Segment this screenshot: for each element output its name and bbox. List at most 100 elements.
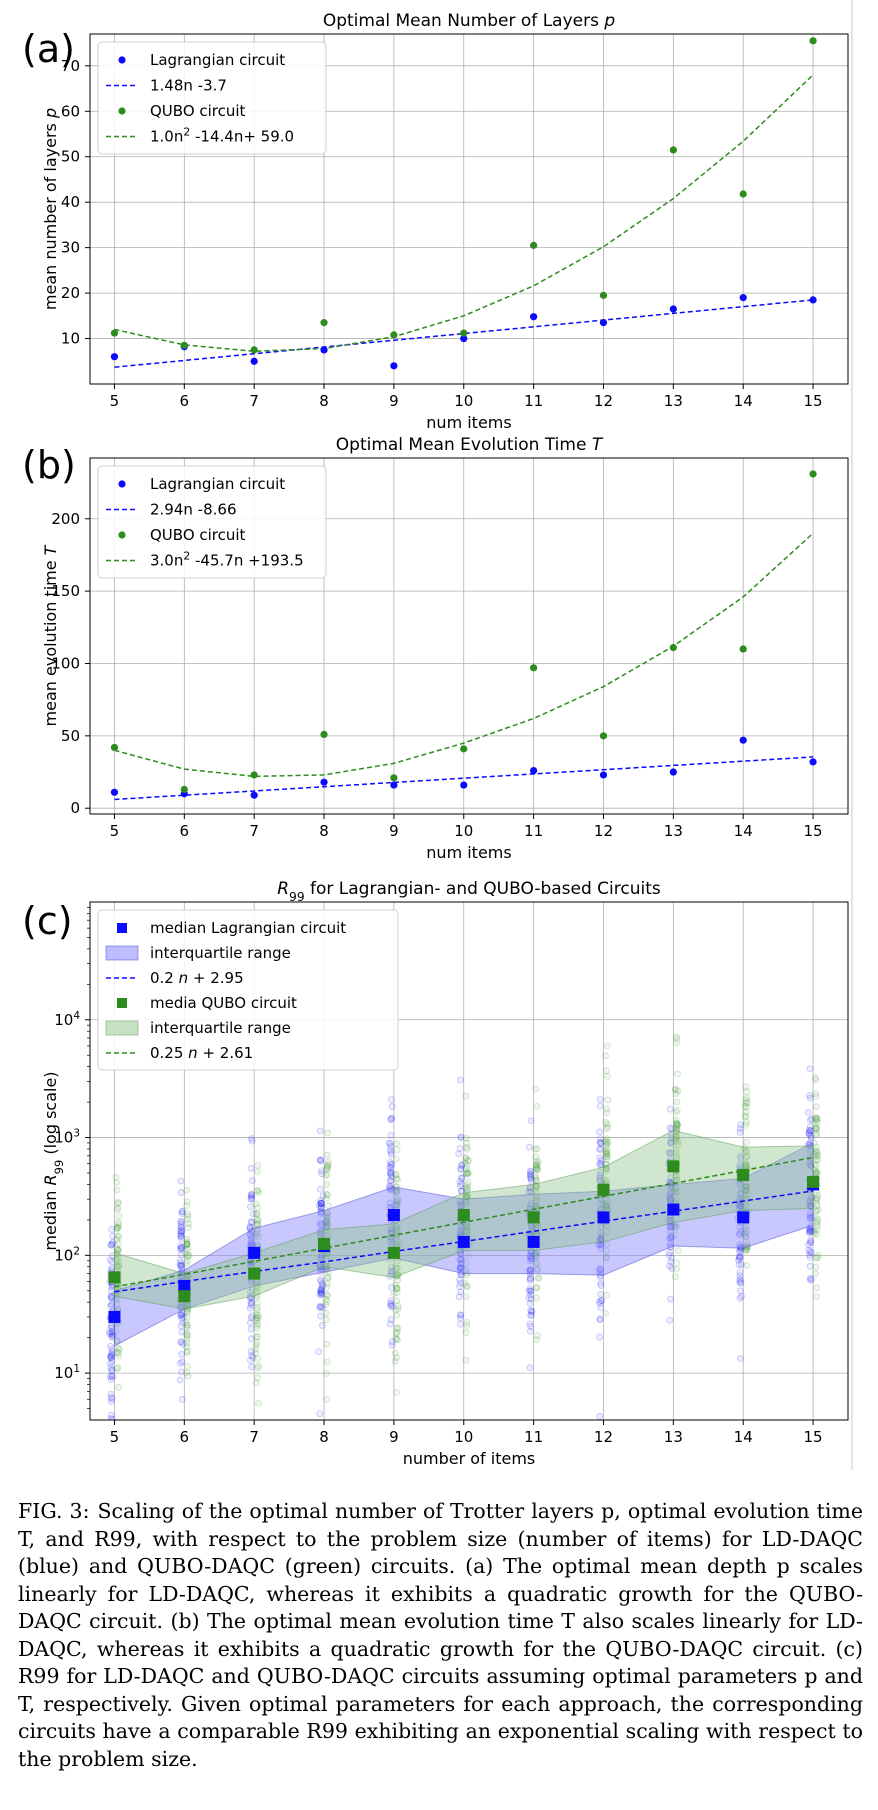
median-square-blue [457,1235,470,1248]
sample-point [113,1232,121,1240]
sample-point [598,1297,606,1304]
sample-point [247,1192,255,1200]
sample-point [601,1200,609,1207]
sample-point [604,1072,611,1080]
sample-point [463,1321,471,1329]
sample-point [323,1209,331,1217]
sample-point [596,1272,604,1280]
sample-point [178,1210,186,1218]
sample-point [462,1228,470,1236]
data-point-blue [809,758,817,766]
sample-point [316,1410,324,1418]
sample-point [532,1163,540,1171]
sample-point [463,1139,471,1147]
sample-point [107,1364,115,1372]
sample-point [113,1262,121,1270]
sample-point [807,1238,815,1246]
sample-point [178,1208,186,1216]
sample-point [106,1373,114,1381]
sample-point [602,1150,610,1157]
sample-point [248,1193,256,1201]
x-tick-label: 14 [734,822,753,840]
sample-point [387,1171,395,1178]
sample-point [673,1120,680,1128]
sample-point [597,1229,605,1236]
sample-point [317,1288,325,1296]
sample-point [532,1250,540,1258]
data-point-blue [460,334,468,343]
sample-point [185,1252,193,1259]
sample-point [526,1187,533,1195]
sample-point [322,1301,330,1309]
sample-point [392,1307,400,1314]
sample-point [602,1167,610,1175]
sample-point [247,1237,255,1244]
sample-point [253,1187,261,1195]
x-tick-label: 12 [594,822,613,840]
sample-point [527,1307,535,1314]
sample-point [526,1171,534,1179]
sample-point [393,1201,400,1209]
sample-point [525,1287,533,1295]
sample-point [673,1152,681,1160]
plot-area [110,470,817,801]
sample-point [177,1189,185,1196]
sample-point [667,1195,674,1203]
sample-point [456,1264,464,1272]
sample-point [666,1240,674,1247]
sample-point [179,1340,187,1348]
sample-point [322,1194,330,1202]
sample-point [324,1162,331,1170]
sample-point [596,1300,604,1307]
sample-point [393,1389,401,1396]
sample-point [254,1333,261,1341]
sample-point [322,1369,330,1377]
sample-point [388,1268,395,1276]
data-point-blue [320,346,328,354]
sample-point [736,1287,744,1295]
sample-point [462,1356,470,1364]
sample-point [393,1311,400,1319]
sample-point [107,1376,115,1383]
sample-point [177,1220,185,1228]
sample-point [248,1312,256,1320]
sample-point [532,1161,540,1169]
sample-point [667,1196,675,1204]
sample-point [108,1366,116,1374]
sample-point [107,1302,115,1310]
x-tick-label: 13 [664,822,683,840]
data-point-blue [669,768,677,776]
sample-point [672,1090,680,1097]
sample-point [674,1087,682,1095]
sample-point [114,1223,121,1231]
sample-point [248,1286,256,1294]
sample-point [533,1258,541,1266]
sample-point [805,1129,813,1137]
sample-point [458,1174,465,1182]
sample-point [323,1180,331,1188]
sample-point [323,1252,331,1260]
sample-point [736,1253,744,1261]
sample-point [253,1339,261,1346]
sample-point [387,1169,395,1177]
sample-point [178,1358,186,1366]
sample-point [457,1076,464,1084]
x-tick-label: 15 [804,1428,823,1446]
sample-point [737,1154,744,1162]
data-point-blue [739,294,747,302]
data-point-green [250,771,258,779]
legend-entry: interquartile range [150,944,291,962]
sample-point [183,1369,190,1377]
sample-point [457,1311,465,1319]
sample-point [807,1133,815,1140]
sample-point [392,1330,400,1338]
sample-point [813,1284,821,1292]
sample-point [318,1170,326,1178]
sample-point [674,1247,682,1255]
median-square-green [807,1175,820,1188]
sample-point [602,1148,609,1155]
sample-point [458,1223,466,1231]
sample-point [462,1154,470,1161]
data-point-green [250,346,258,354]
